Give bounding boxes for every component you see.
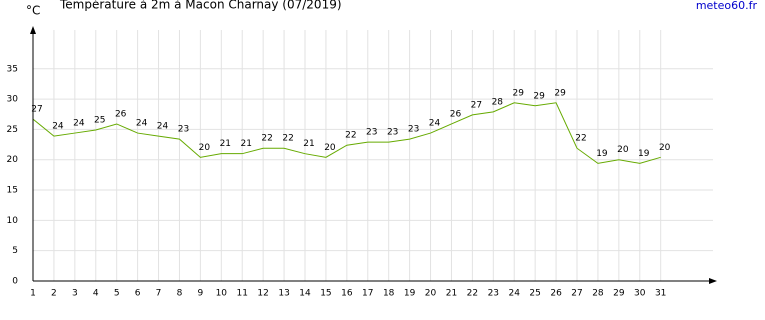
x-tick-label: 10 [216, 289, 228, 299]
x-tick-label: 9 [198, 289, 204, 299]
series-line [32, 102, 661, 164]
x-tick-label: 12 [257, 289, 268, 299]
data-label: 28 [492, 97, 504, 107]
data-label: 24 [136, 119, 148, 129]
x-tick-label: 31 [655, 289, 666, 299]
data-label: 24 [429, 119, 441, 129]
data-label: 22 [575, 134, 586, 144]
x-tick-label: 20 [425, 289, 437, 299]
x-tick-label: 15 [320, 289, 331, 299]
data-label: 20 [199, 143, 211, 153]
y-tick-label: 15 [7, 186, 18, 196]
x-tick-label: 24 [509, 289, 521, 299]
y-tick-label: 25 [7, 125, 18, 135]
data-label: 23 [178, 125, 189, 135]
y-tick-label: 0 [12, 277, 18, 287]
data-label: 23 [387, 128, 398, 138]
data-label: 24 [73, 119, 85, 129]
y-tick-label: 30 [7, 95, 19, 105]
x-tick-label: 29 [613, 289, 625, 299]
data-label: 27 [471, 100, 482, 110]
x-tick-label: 8 [177, 289, 183, 299]
data-label: 26 [450, 109, 462, 119]
x-tick-label: 16 [341, 289, 353, 299]
x-tick-label: 13 [278, 289, 289, 299]
x-tick-label: 14 [299, 289, 311, 299]
data-label: 23 [408, 125, 419, 135]
y-arrow [30, 26, 36, 34]
data-label: 29 [513, 88, 525, 98]
x-tick-label: 3 [72, 289, 78, 299]
y-tick-label: 10 [7, 216, 19, 226]
data-label: 25 [94, 116, 105, 126]
x-tick-label: 30 [634, 289, 646, 299]
x-tick-label: 6 [135, 289, 141, 299]
x-tick-label: 25 [529, 289, 540, 299]
source-link[interactable]: meteo60.fr [696, 0, 758, 12]
data-label: 21 [220, 139, 231, 149]
plot: 27 24 24 25 26 24 24 23 20 21 21 22 22 21 20 22 23 23 23 24… [31, 88, 671, 164]
x-tick-label: 1 [30, 289, 36, 299]
y-tick-label: 5 [12, 246, 18, 256]
data-label: 23 [366, 128, 377, 138]
data-label: 20 [617, 145, 629, 155]
x-tick-label: 22 [467, 289, 478, 299]
x-tick-label: 19 [404, 289, 416, 299]
y-axis-label: °C [26, 4, 40, 18]
x-tick-label: 21 [446, 289, 457, 299]
x-tick-label: 27 [571, 289, 582, 299]
x-tick-label: 23 [488, 289, 499, 299]
x-tick-label: 7 [156, 289, 162, 299]
y-tick-label: 35 [7, 64, 18, 74]
data-label: 24 [52, 122, 64, 132]
data-label: 22 [345, 131, 356, 141]
data-label: 21 [241, 139, 252, 149]
data-label: 22 [282, 134, 293, 144]
data-label: 29 [533, 91, 545, 101]
x-tick-label: 18 [383, 289, 395, 299]
x-tick-label: 28 [592, 289, 604, 299]
x-arrow [709, 278, 717, 284]
data-label: 21 [303, 139, 314, 149]
x-tick-label: 4 [93, 289, 99, 299]
data-label: 29 [554, 88, 566, 98]
data-label: 26 [115, 109, 127, 119]
x-tick-label: 11 [237, 289, 248, 299]
y-tick-label: 20 [7, 155, 19, 165]
x-tick-label: 2 [51, 289, 57, 299]
data-label: 20 [659, 143, 671, 153]
x-tick-label: 26 [550, 289, 562, 299]
data-label: 19 [638, 149, 650, 159]
data-label: 20 [324, 143, 336, 153]
chart-title: Température à 2m à Macon Charnay (07/201… [59, 0, 342, 12]
x-tick-label: 17 [362, 289, 373, 299]
x-tick-label: 5 [114, 289, 120, 299]
data-label: 19 [596, 149, 608, 159]
data-label: 22 [261, 134, 272, 144]
data-label: 24 [157, 122, 169, 132]
data-label: 27 [31, 105, 42, 115]
